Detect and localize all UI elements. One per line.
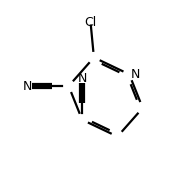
Text: N: N (77, 72, 87, 85)
Text: N: N (130, 68, 140, 81)
Text: N: N (23, 80, 32, 93)
Text: Cl: Cl (84, 16, 97, 29)
